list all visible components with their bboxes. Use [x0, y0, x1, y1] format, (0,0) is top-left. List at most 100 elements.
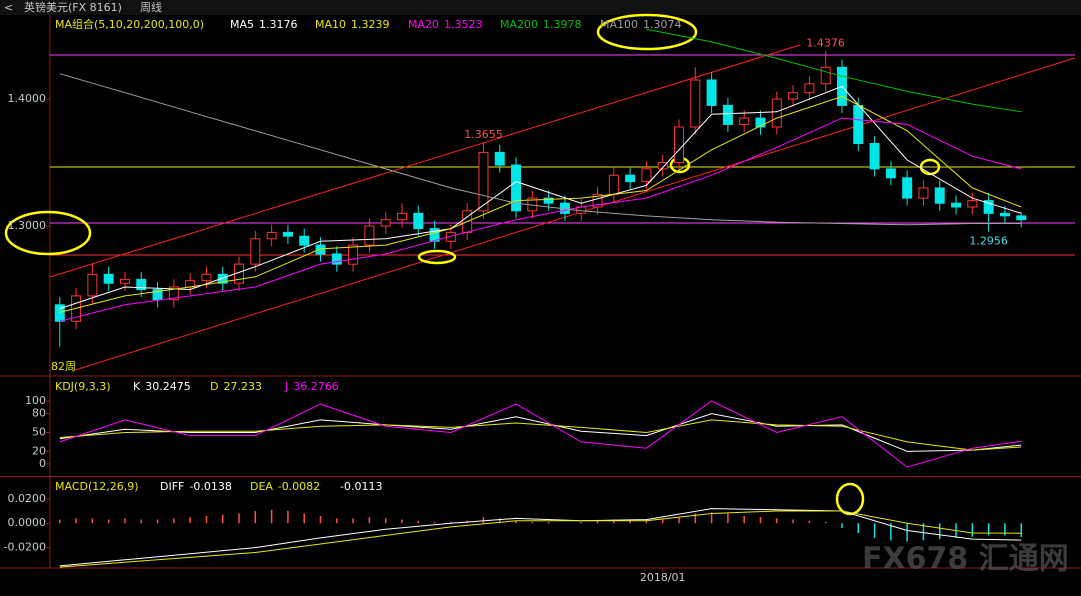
legend-name: MA5: [230, 18, 254, 31]
candle-body: [967, 200, 978, 208]
y-tick-label: 0: [39, 457, 46, 470]
series-line: [59, 413, 1022, 452]
candle-body: [413, 212, 424, 230]
candle-body: [951, 202, 962, 208]
price-label: 1.3655: [464, 128, 503, 141]
candle-body: [706, 79, 717, 106]
candle-body: [87, 273, 98, 297]
legend-value: 30.2475: [145, 380, 191, 393]
candle-body: [217, 273, 228, 284]
candle-body: [266, 231, 277, 240]
legend-entry: MA5 1.3176: [230, 18, 298, 31]
period-label: 82周: [51, 360, 76, 373]
candle-body: [445, 231, 456, 242]
y-tick-label: 50: [32, 425, 46, 438]
candle-body: [771, 98, 782, 128]
candle-body: [348, 244, 359, 265]
legend-entry: K 30.2475: [133, 380, 191, 393]
series-line: [59, 85, 1022, 310]
legend-name: K: [133, 380, 141, 393]
legend-entry: MA20 1.3523: [408, 18, 483, 31]
legend-name: J: [284, 380, 288, 393]
candle-body: [168, 286, 179, 301]
legend-entry: J 36.2766: [284, 380, 339, 393]
candle-body: [429, 228, 440, 242]
back-icon[interactable]: <: [4, 1, 13, 14]
candle-body: [804, 83, 815, 94]
channel-line: [49, 44, 801, 278]
candle-body: [641, 168, 652, 183]
candle-body: [543, 197, 554, 204]
series-line: [646, 28, 1022, 113]
legend-entry: MA100 1.3074: [600, 18, 682, 31]
candle-body: [54, 304, 65, 322]
candle-body: [592, 193, 603, 208]
candle-body: [788, 92, 799, 100]
circle: [835, 482, 865, 516]
legend-entry: DEA -0.0082: [250, 480, 320, 493]
circle: [4, 210, 92, 256]
candle-body: [152, 289, 163, 301]
candle-body: [201, 273, 212, 282]
candle-body: [869, 142, 880, 170]
legend-entry: DIFF -0.0138: [160, 480, 232, 493]
legend-value: -0.0113: [340, 480, 382, 493]
candle-body: [853, 104, 864, 144]
period[interactable]: 周线: [140, 0, 162, 14]
candle-body: [119, 278, 130, 284]
candle-body: [364, 225, 375, 246]
candle-body: [103, 273, 114, 284]
y-tick-label: 1.4000: [8, 92, 47, 105]
candle-body: [722, 104, 733, 125]
legend-name: MA200: [500, 18, 538, 31]
candle-body: [380, 219, 391, 227]
legend-name: MA100: [600, 18, 638, 31]
candle-body: [674, 126, 685, 164]
candle-body: [494, 151, 505, 166]
y-tick-label: -0.0200: [4, 541, 46, 554]
legend-name: D: [210, 380, 218, 393]
candle-body: [885, 168, 896, 179]
watermark: FX678 汇通网: [862, 542, 1069, 577]
y-tick-label: 20: [32, 444, 46, 457]
candle-body: [918, 187, 929, 199]
candle-body: [331, 253, 342, 265]
symbol-title[interactable]: 英镑美元(FX 8161): [24, 0, 122, 14]
title-bar: [0, 0, 1081, 15]
candle-body: [999, 212, 1010, 217]
y-tick-label: 100: [25, 394, 46, 407]
candle-body: [250, 238, 261, 265]
channel-line: [74, 57, 1076, 371]
y-tick-label: 0.0000: [8, 516, 47, 529]
candle-body: [282, 231, 293, 237]
legend-entry: D 27.233: [210, 380, 262, 393]
x-tick-label: 2018/01: [640, 571, 686, 584]
legend-name: DEA: [250, 480, 273, 493]
price-label: 1.2956: [969, 235, 1008, 248]
series-line: [59, 508, 1022, 567]
series-line: [59, 419, 1022, 451]
legend-value: 1.3978: [543, 18, 582, 31]
highlight-circles: [4, 13, 941, 516]
legend-name: MA10: [315, 18, 346, 31]
candle-body: [511, 164, 522, 212]
indicator-name: MA组合(5,10,20,200,100,0): [55, 17, 204, 31]
legend-entry: MA10 1.3239: [315, 18, 390, 31]
legend-value: 36.2766: [293, 380, 339, 393]
series-line: [59, 510, 1022, 568]
y-tick-label: 80: [32, 407, 46, 420]
candle-body: [608, 174, 619, 195]
series-line: [59, 73, 1022, 226]
candle-body: [478, 151, 489, 212]
legend-name: DIFF: [160, 480, 184, 493]
candle-body: [396, 212, 407, 221]
legend-name: MA20: [408, 18, 439, 31]
legend-value: 1.3176: [259, 18, 298, 31]
legend-value: 27.233: [223, 380, 262, 393]
legend-value: -0.0082: [278, 480, 320, 493]
circle: [919, 158, 941, 176]
series-line: [59, 400, 1022, 468]
indicator-name: KDJ(9,3,3): [55, 380, 111, 393]
